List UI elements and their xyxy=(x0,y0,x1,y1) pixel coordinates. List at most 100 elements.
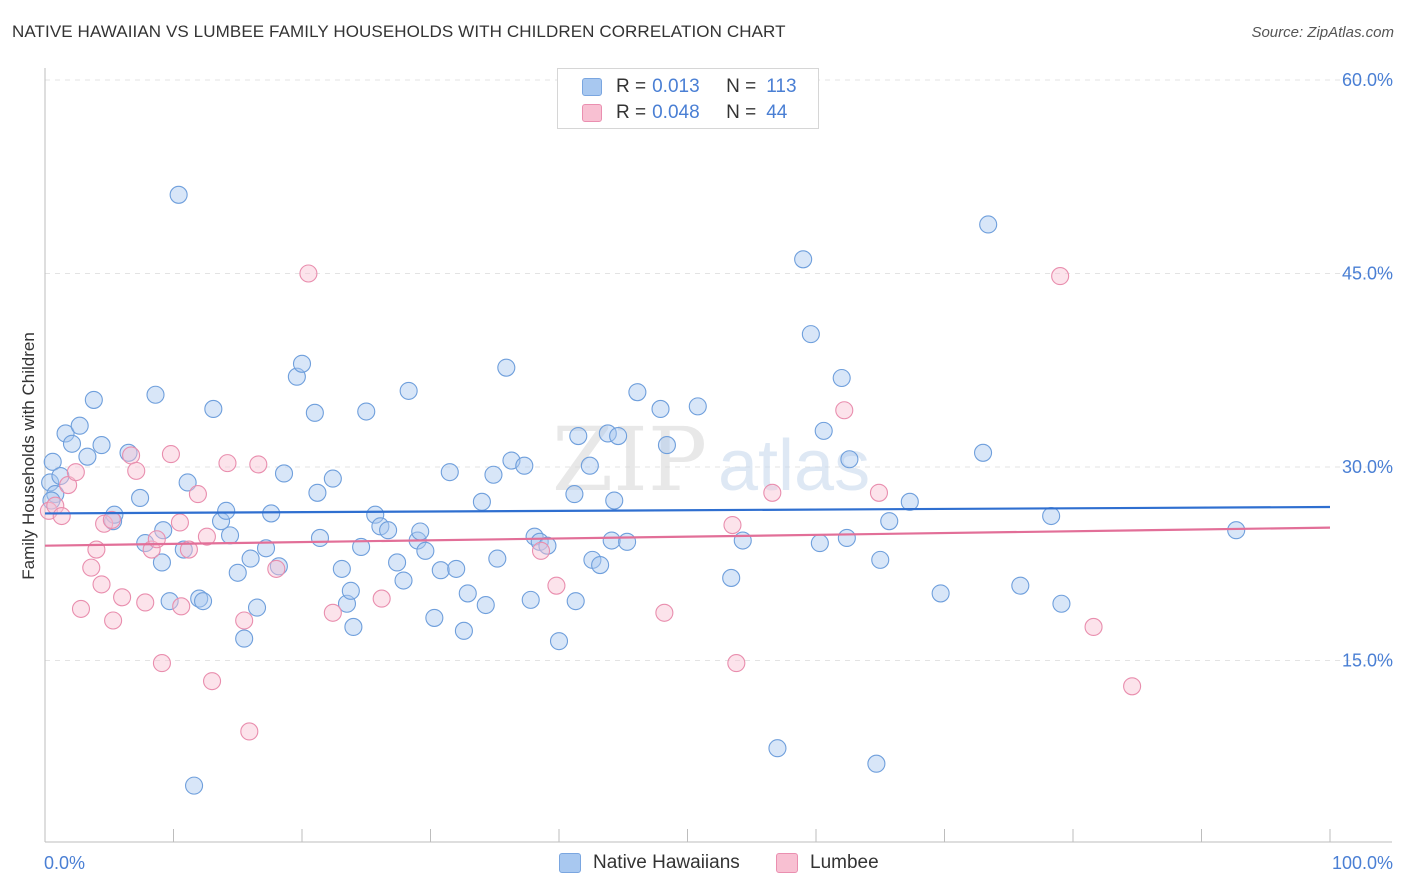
data-point-native-hawaiians xyxy=(900,492,919,511)
data-point-native-hawaiians xyxy=(185,776,204,795)
axes xyxy=(44,68,1392,843)
r-label: R = xyxy=(616,76,647,97)
data-point-lumbee xyxy=(179,540,198,559)
data-point-native-hawaiians xyxy=(131,488,150,508)
data-point-native-hawaiians xyxy=(794,250,813,269)
data-point-native-hawaiians xyxy=(591,555,610,575)
data-point-native-hawaiians xyxy=(241,549,260,568)
data-point-native-hawaiians xyxy=(146,385,165,404)
y-tick-label: 15.0% xyxy=(1342,651,1393,671)
legend-label-native-hawaiians: Native Hawaiians xyxy=(593,852,740,873)
data-point-native-hawaiians xyxy=(840,450,859,469)
data-point-native-hawaiians xyxy=(722,568,741,587)
data-point-native-hawaiians xyxy=(832,368,851,388)
r-value: 0.048 xyxy=(652,102,700,123)
data-point-native-hawaiians xyxy=(931,584,950,603)
legend-swatch-lumbee xyxy=(776,853,798,873)
data-point-native-hawaiians xyxy=(152,553,171,572)
n-label: N = xyxy=(726,102,757,123)
data-point-native-hawaiians xyxy=(310,528,330,548)
data-point-lumbee xyxy=(1084,617,1103,637)
data-point-lumbee xyxy=(52,506,71,526)
data-point-native-hawaiians xyxy=(308,483,327,502)
data-point-native-hawaiians xyxy=(394,571,413,590)
n-label: N = xyxy=(726,76,757,97)
data-point-native-hawaiians xyxy=(814,421,833,440)
data-point-native-hawaiians xyxy=(217,501,236,520)
data-point-native-hawaiians xyxy=(194,592,213,611)
data-point-native-hawaiians xyxy=(651,399,670,419)
data-point-native-hawaiians xyxy=(247,598,267,617)
data-point-native-hawaiians xyxy=(92,436,111,455)
data-point-lumbee xyxy=(82,558,101,577)
data-point-native-hawaiians xyxy=(871,550,890,569)
trend-line-native-hawaiians xyxy=(44,505,1331,515)
data-point-native-hawaiians xyxy=(549,632,569,651)
data-point-lumbee xyxy=(152,654,171,673)
y-axis-label: Family Households with Children xyxy=(19,332,38,580)
data-point-native-hawaiians xyxy=(62,434,82,453)
data-point-lumbee xyxy=(655,603,674,622)
data-point-native-hawaiians xyxy=(344,617,363,637)
data-point-native-hawaiians xyxy=(454,621,473,640)
data-point-native-hawaiians xyxy=(305,403,324,422)
data-point-native-hawaiians xyxy=(628,383,647,402)
data-point-native-hawaiians xyxy=(411,522,430,541)
data-point-native-hawaiians xyxy=(569,426,588,446)
data-point-native-hawaiians xyxy=(178,473,197,492)
data-point-native-hawaiians xyxy=(431,561,450,580)
data-point-native-hawaiians xyxy=(598,424,617,443)
data-point-lumbee xyxy=(197,527,216,546)
data-point-native-hawaiians xyxy=(458,584,477,603)
data-point-native-hawaiians xyxy=(476,595,495,615)
data-point-native-hawaiians xyxy=(484,465,503,484)
data-point-lumbee xyxy=(104,611,123,630)
data-point-native-hawaiians xyxy=(602,531,621,550)
data-point-lumbee xyxy=(249,455,268,474)
y-tick-label: 30.0% xyxy=(1342,457,1393,477)
x-tick-label: 100.0% xyxy=(1332,853,1393,873)
data-point-lumbee xyxy=(218,454,237,473)
data-point-native-hawaiians xyxy=(56,424,75,443)
data-point-native-hawaiians xyxy=(801,325,820,344)
data-point-native-hawaiians xyxy=(352,537,371,557)
n-value: 113 xyxy=(766,76,797,97)
data-point-native-hawaiians xyxy=(488,549,507,568)
data-point-native-hawaiians xyxy=(416,541,435,560)
data-point-native-hawaiians xyxy=(332,559,351,578)
data-point-native-hawaiians xyxy=(768,739,787,758)
legend-row-lumbee: R = 0.048 N = 44 xyxy=(582,100,787,126)
data-point-native-hawaiians xyxy=(70,416,89,435)
tick-labels: 15.0% 30.0% 45.0% 60.0% 0.0% 100.0% xyxy=(44,70,1393,873)
data-point-native-hawaiians xyxy=(605,491,624,510)
data-point-native-hawaiians xyxy=(274,464,294,483)
legend-label-lumbee: Lumbee xyxy=(810,852,879,873)
data-point-lumbee xyxy=(122,446,141,465)
data-point-native-hawaiians xyxy=(154,521,173,540)
stats-legend: R = 0.013 N = 113 R = 0.048 N = 44 xyxy=(557,68,819,129)
data-point-native-hawaiians xyxy=(160,592,179,611)
watermark-zip: ZIP xyxy=(552,408,707,511)
data-point-native-hawaiians xyxy=(867,754,886,773)
data-point-lumbee xyxy=(547,576,566,595)
x-tick-label: 0.0% xyxy=(44,853,85,873)
r-value: 0.013 xyxy=(652,76,700,97)
data-point-lumbee xyxy=(531,541,551,560)
data-point-native-hawaiians xyxy=(810,534,829,553)
data-point-lumbee xyxy=(299,264,318,283)
data-point-lumbee xyxy=(1051,267,1070,286)
chart-title: NATIVE HAWAIIAN VS LUMBEE FAMILY HOUSEHO… xyxy=(12,22,786,41)
data-point-native-hawaiians xyxy=(379,521,398,540)
legend-swatch-native-hawaiians xyxy=(582,78,602,96)
data-point-native-hawaiians xyxy=(580,456,599,475)
data-point-native-hawaiians xyxy=(388,553,407,572)
data-point-lumbee xyxy=(267,559,286,578)
grid-lines xyxy=(45,79,1392,661)
data-point-lumbee xyxy=(203,672,222,691)
data-point-native-hawaiians xyxy=(323,469,342,488)
data-point-lumbee xyxy=(87,540,106,559)
data-point-native-hawaiians xyxy=(220,526,240,545)
data-point-native-hawaiians xyxy=(837,528,856,548)
data-point-native-hawaiians xyxy=(565,485,584,504)
data-point-lumbee xyxy=(372,589,391,608)
